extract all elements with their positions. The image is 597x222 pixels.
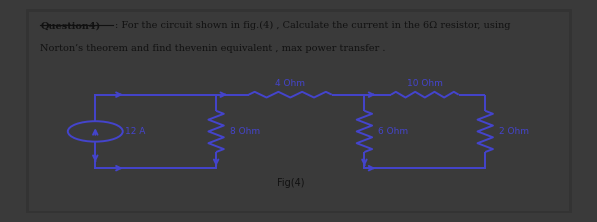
Text: Fig(4): Fig(4) [276,178,304,188]
Text: 2 Ohm: 2 Ohm [499,127,529,136]
Text: Norton’s theorem and find thevenin equivalent , max power transfer .: Norton’s theorem and find thevenin equiv… [41,44,386,53]
Text: 10 Ohm: 10 Ohm [407,79,443,87]
Text: 4 Ohm: 4 Ohm [275,79,305,87]
Text: 8 Ohm: 8 Ohm [230,127,260,136]
Text: 6 Ohm: 6 Ohm [378,127,408,136]
Text: Question4): Question4) [41,21,100,30]
Text: : For the circuit shown in fig.(4) , Calculate the current in the 6Ω resistor, u: : For the circuit shown in fig.(4) , Cal… [115,21,510,30]
Text: 12 A: 12 A [125,127,146,136]
